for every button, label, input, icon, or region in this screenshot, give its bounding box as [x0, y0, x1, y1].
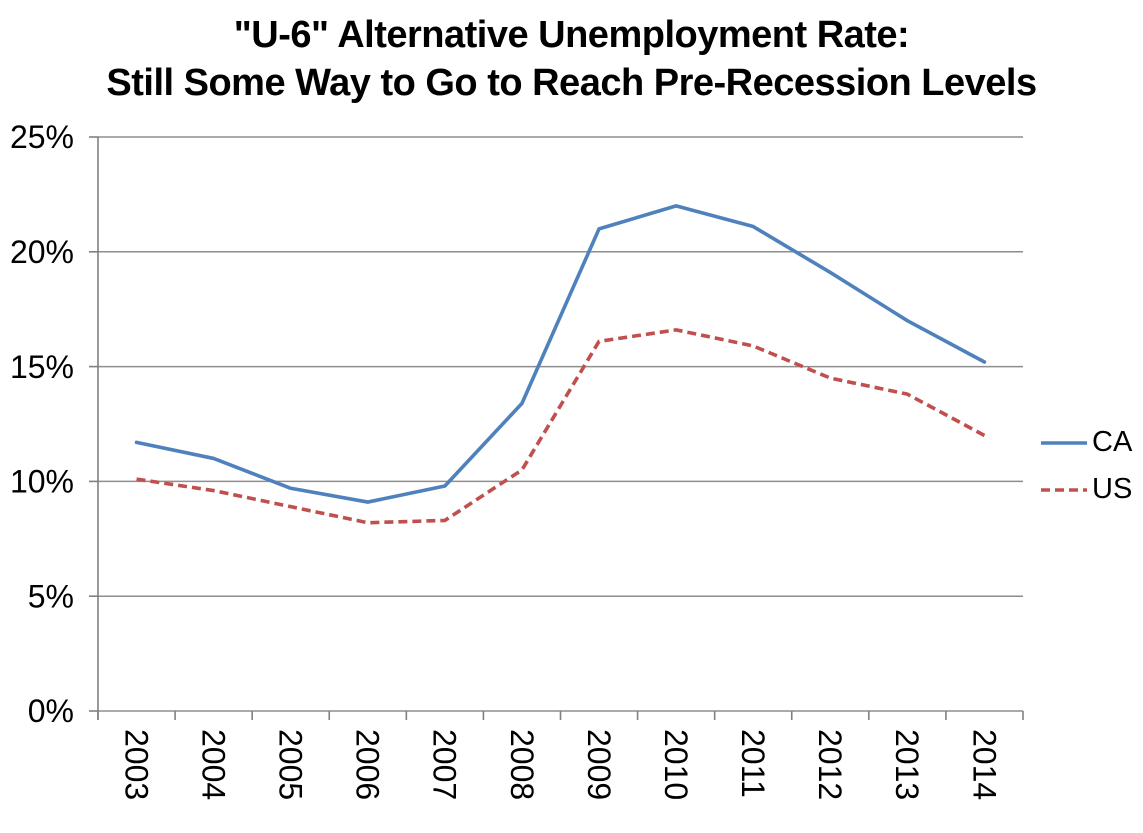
x-category-label: 2010	[658, 729, 694, 800]
x-category-label: 2007	[427, 729, 463, 800]
y-tick-label: 20%	[10, 234, 74, 270]
legend-us-line-sample	[1041, 487, 1087, 492]
y-tick-label: 25%	[10, 119, 74, 155]
x-category-label: 2011	[735, 729, 771, 798]
legend-label-us: US	[1092, 473, 1133, 505]
x-category-label: 2013	[889, 729, 925, 800]
chart-legend: CA US	[1040, 426, 1132, 506]
x-category-label: 2003	[118, 729, 154, 800]
x-category-label: 2006	[350, 729, 386, 800]
legend-label-ca: CA	[1092, 426, 1133, 458]
legend-item-us: US	[1040, 473, 1132, 506]
y-tick-label: 10%	[10, 464, 74, 500]
x-category-label: 2005	[273, 729, 309, 800]
chart-title: "U-6" Alternative Unemployment Rate: Sti…	[0, 12, 1143, 108]
x-category-label: 2012	[812, 729, 848, 800]
series-line-us	[136, 328, 986, 525]
legend-item-ca: CA	[1040, 426, 1132, 459]
legend-ca-line-sample	[1041, 440, 1087, 445]
x-category-label: 2004	[195, 729, 231, 800]
y-tick-label: 0%	[28, 693, 74, 729]
x-category-label: 2008	[504, 729, 540, 800]
y-tick-label: 15%	[10, 349, 74, 385]
y-tick-label: 5%	[28, 578, 74, 614]
x-category-label: 2009	[581, 729, 617, 800]
chart-title-line2: Still Some Way to Go to Reach Pre-Recess…	[106, 61, 1037, 104]
series-line-ca	[134, 204, 987, 504]
x-category-label: 2014	[966, 729, 1002, 800]
chart-title-line1: "U-6" Alternative Unemployment Rate:	[233, 14, 910, 56]
